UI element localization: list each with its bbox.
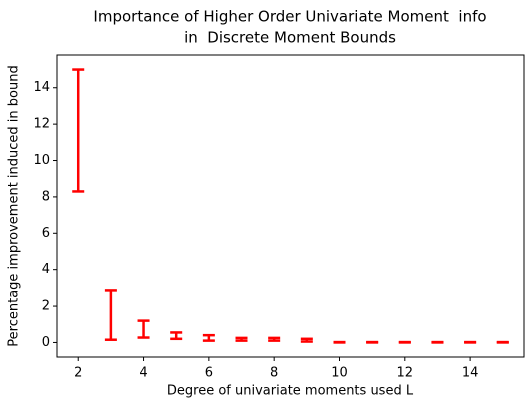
x-tick-label: 14: [462, 366, 479, 381]
x-tick-label: 6: [205, 366, 213, 381]
chart-title: Importance of Higher Order Univariate Mo…: [93, 8, 486, 26]
error-bar: [72, 68, 85, 193]
y-tick-label: 8: [42, 189, 50, 204]
y-tick-label: 10: [33, 153, 50, 168]
x-tick-label: 8: [270, 366, 278, 381]
y-tick-label: 2: [42, 299, 50, 314]
y-tick-label: 0: [42, 335, 50, 350]
error-bar: [202, 333, 215, 342]
error-bar: [268, 336, 281, 342]
x-tick-label: 10: [331, 366, 348, 381]
x-tick-label: 4: [139, 366, 147, 381]
y-tick-label: 6: [42, 226, 50, 241]
error-bar: [170, 331, 183, 341]
error-bar: [104, 289, 117, 341]
plot-frame: [56, 54, 525, 358]
y-tick-label: 4: [42, 262, 50, 277]
x-tick-label: 12: [397, 366, 414, 381]
y-axis-label: Percentage improvement induced in bound: [7, 65, 22, 346]
x-tick-label: 2: [74, 366, 82, 381]
y-tick-label: 12: [33, 117, 50, 132]
error-bar: [137, 319, 150, 339]
error-bar: [300, 337, 313, 343]
y-tick-label: 14: [33, 80, 50, 95]
x-axis-label: Degree of univariate moments used L: [167, 384, 414, 399]
error-bar: [235, 336, 248, 342]
chart-title: in Discrete Moment Bounds: [184, 29, 396, 47]
